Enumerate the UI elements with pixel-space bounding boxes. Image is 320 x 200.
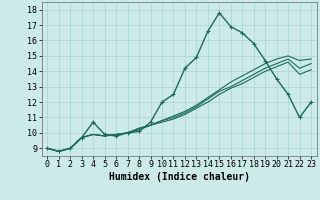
- X-axis label: Humidex (Indice chaleur): Humidex (Indice chaleur): [109, 172, 250, 182]
